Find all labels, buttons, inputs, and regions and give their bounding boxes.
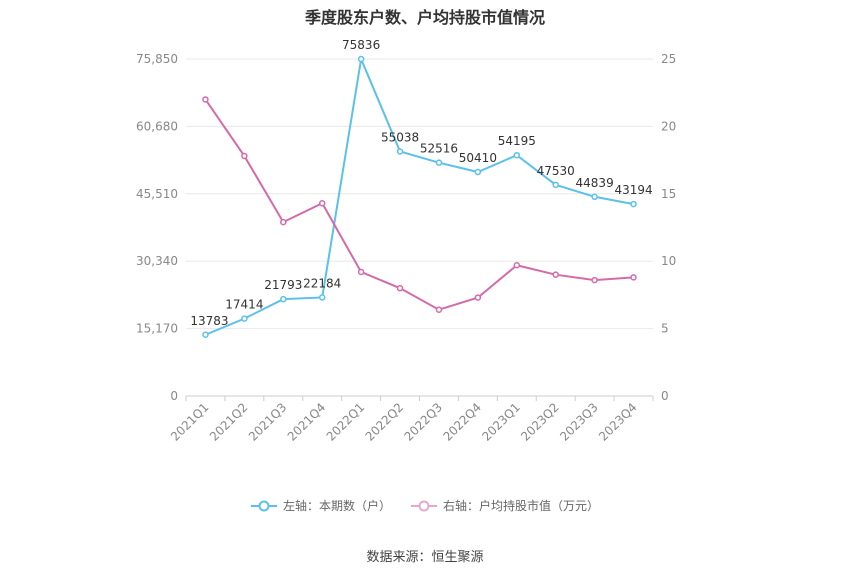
data-point <box>202 96 209 103</box>
data-label: 52516 <box>420 142 458 156</box>
right-tick-label: 15 <box>661 187 676 201</box>
right-tick-label: 10 <box>661 254 676 268</box>
left-tick-label: 15,170 <box>136 322 178 336</box>
data-point <box>591 276 598 284</box>
data-point <box>474 294 482 301</box>
legend-label-right-series: 右轴：户均持股市值（万元） <box>443 499 600 513</box>
data-point <box>396 148 404 155</box>
data-point <box>357 268 365 276</box>
x-tick-label: 2022Q3 <box>402 400 446 444</box>
left-tick-label: 45,510 <box>136 187 178 201</box>
data-point <box>474 168 482 176</box>
left-tick-label: 60,680 <box>136 119 178 133</box>
left-tick-label: 0 <box>170 389 178 403</box>
data-point <box>241 315 248 322</box>
right-tick-label: 25 <box>661 52 676 66</box>
data-label: 75836 <box>342 38 380 52</box>
data-point <box>357 55 365 63</box>
data-label: 13783 <box>190 314 228 328</box>
legend: 左轴：本期数（户） 右轴：户均持股市值（万元） <box>0 497 850 514</box>
data-label: 47530 <box>537 164 575 178</box>
data-label: 44839 <box>576 176 614 190</box>
data-label: 50410 <box>459 151 497 165</box>
x-tick-label: 2021Q3 <box>246 400 290 444</box>
series-line-1 <box>204 98 634 311</box>
data-point <box>591 193 598 201</box>
data-point <box>552 181 559 189</box>
left-tick-label: 30,340 <box>136 254 178 268</box>
data-point <box>435 159 443 166</box>
x-tick-label: 2021Q4 <box>285 400 329 444</box>
data-label: 54195 <box>498 134 536 148</box>
data-point <box>513 261 521 269</box>
x-tick-label: 2022Q4 <box>440 400 484 444</box>
legend-item-right-series[interactable]: 右轴：户均持股市值（万元） <box>411 497 599 514</box>
data-point <box>396 284 404 292</box>
legend-marker-left-icon <box>250 500 277 511</box>
data-label: 55038 <box>381 130 419 144</box>
x-tick-label: 2023Q2 <box>518 400 562 444</box>
data-label: 21793 <box>264 278 302 292</box>
legend-label-left-series: 左轴：本期数（户） <box>282 499 391 513</box>
data-point <box>435 306 443 313</box>
data-point <box>318 199 326 207</box>
x-tick-label: 2022Q2 <box>363 400 407 444</box>
data-point <box>241 152 248 160</box>
x-tick-label: 2021Q2 <box>207 400 251 444</box>
data-point <box>552 271 559 278</box>
data-label: 17414 <box>225 298 263 312</box>
data-point <box>280 295 287 303</box>
right-tick-label: 0 <box>661 389 669 403</box>
data-point <box>280 218 287 226</box>
x-tick-label: 2023Q4 <box>596 400 640 444</box>
legend-item-left-series[interactable]: 左轴：本期数（户） <box>250 497 391 514</box>
data-label: 22184 <box>303 276 341 290</box>
data-label: 43194 <box>614 183 652 197</box>
x-tick-label: 2023Q3 <box>557 400 601 444</box>
chart-title: 季度股东户数、户均持股市值情况 <box>304 8 545 27</box>
data-point <box>513 151 521 159</box>
right-tick-label: 5 <box>661 322 669 336</box>
right-tick-label: 20 <box>661 119 676 133</box>
x-tick-label: 2022Q1 <box>324 400 368 444</box>
left-tick-label: 75,850 <box>136 52 178 66</box>
x-tick-label: 2023Q1 <box>479 400 523 444</box>
source-text: 数据来源：恒生聚源 <box>366 550 484 565</box>
x-tick-label: 2021Q1 <box>168 400 212 444</box>
legend-marker-right-icon <box>411 500 437 511</box>
data-point <box>630 200 637 208</box>
series-line-0 <box>205 55 634 336</box>
data-point <box>630 274 637 281</box>
data-point <box>202 331 209 339</box>
data-point <box>318 294 326 301</box>
